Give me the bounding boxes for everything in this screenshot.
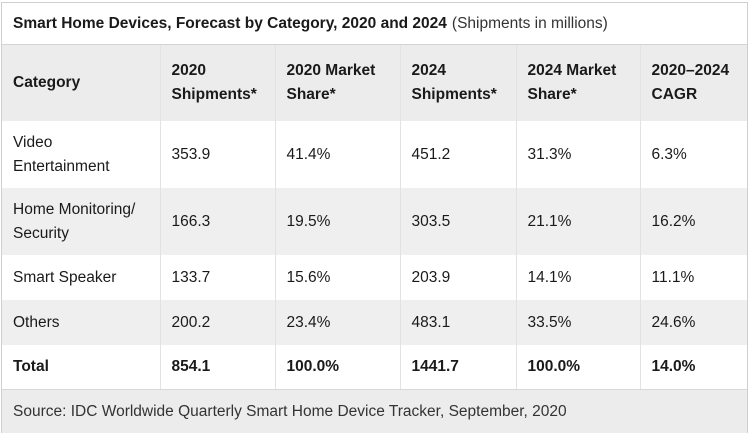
total-row: Total 854.1 100.0% 1441.7 100.0% 14.0%: [2, 345, 747, 389]
table-caption: Smart Home Devices, Forecast by Category…: [2, 3, 747, 45]
shipments-2020-cell: 353.9: [160, 121, 276, 188]
forecast-table: Category 2020 Shipments* 2020 Market Sha…: [2, 45, 747, 389]
table-row: Others 200.2 23.4% 483.1 33.5% 24.6%: [2, 300, 747, 345]
category-cell: Home Monitoring/ Security: [2, 188, 161, 255]
cagr-cell: 24.6%: [651, 313, 696, 331]
category-cell: Smart Speaker: [2, 255, 161, 300]
total-cagr-cell: 14.0%: [651, 358, 696, 375]
shipments-2020-cell: 200.2: [160, 300, 276, 345]
shipments-2020-cell: 133.7: [160, 255, 276, 300]
header-2024-shipments: 2024 Shipments*: [400, 45, 517, 121]
share-2020-cell: 19.5%: [275, 188, 401, 255]
share-2024-cell: 33.5%: [516, 300, 641, 345]
total-share-2020-cell: 100.0%: [275, 345, 401, 389]
header-2020-shipments: 2020 Shipments*: [160, 45, 276, 121]
shipments-2024-cell: 451.2: [400, 121, 517, 188]
shipments-2024-cell: 303.5: [400, 188, 517, 255]
share-2020-cell: 15.6%: [275, 255, 401, 300]
cagr-cell: 16.2%: [651, 212, 696, 230]
share-2020-cell: 41.4%: [275, 121, 401, 188]
category-cell: Others: [2, 300, 161, 345]
header-category: Category: [2, 45, 161, 121]
header-2024-market-share: 2024 Market Share*: [516, 45, 641, 121]
share-2024-cell: 21.1%: [516, 188, 641, 255]
cagr-cell: 11.1%: [651, 268, 695, 286]
total-label-cell: Total: [2, 345, 161, 389]
shipments-2020-cell: 166.3: [160, 188, 276, 255]
table-row: Smart Speaker 133.7 15.6% 203.9 14.1% 11…: [2, 255, 747, 300]
table-subtitle: (Shipments in millions): [451, 14, 608, 32]
share-2020-cell: 23.4%: [275, 300, 401, 345]
table-title: Smart Home Devices, Forecast by Category…: [13, 14, 447, 32]
total-shipments-2024-cell: 1441.7: [400, 345, 517, 389]
header-2020-market-share: 2020 Market Share*: [275, 45, 401, 121]
share-2024-cell: 31.3%: [516, 121, 641, 188]
source-note: Source: IDC Worldwide Quarterly Smart Ho…: [2, 389, 747, 433]
cagr-cell: 6.3%: [651, 145, 687, 163]
total-share-2024-cell: 100.0%: [516, 345, 641, 389]
header-cagr: 2020–2024 CAGR: [651, 62, 730, 103]
total-shipments-2020-cell: 854.1: [160, 345, 276, 389]
table-row: Home Monitoring/ Security 166.3 19.5% 30…: [2, 188, 747, 255]
category-cell: Video Entertainment: [2, 121, 161, 188]
header-row: Category 2020 Shipments* 2020 Market Sha…: [2, 45, 747, 121]
shipments-2024-cell: 203.9: [400, 255, 517, 300]
table-row: Video Entertainment 353.9 41.4% 451.2 31…: [2, 121, 747, 188]
share-2024-cell: 14.1%: [516, 255, 641, 300]
shipments-2024-cell: 483.1: [400, 300, 517, 345]
